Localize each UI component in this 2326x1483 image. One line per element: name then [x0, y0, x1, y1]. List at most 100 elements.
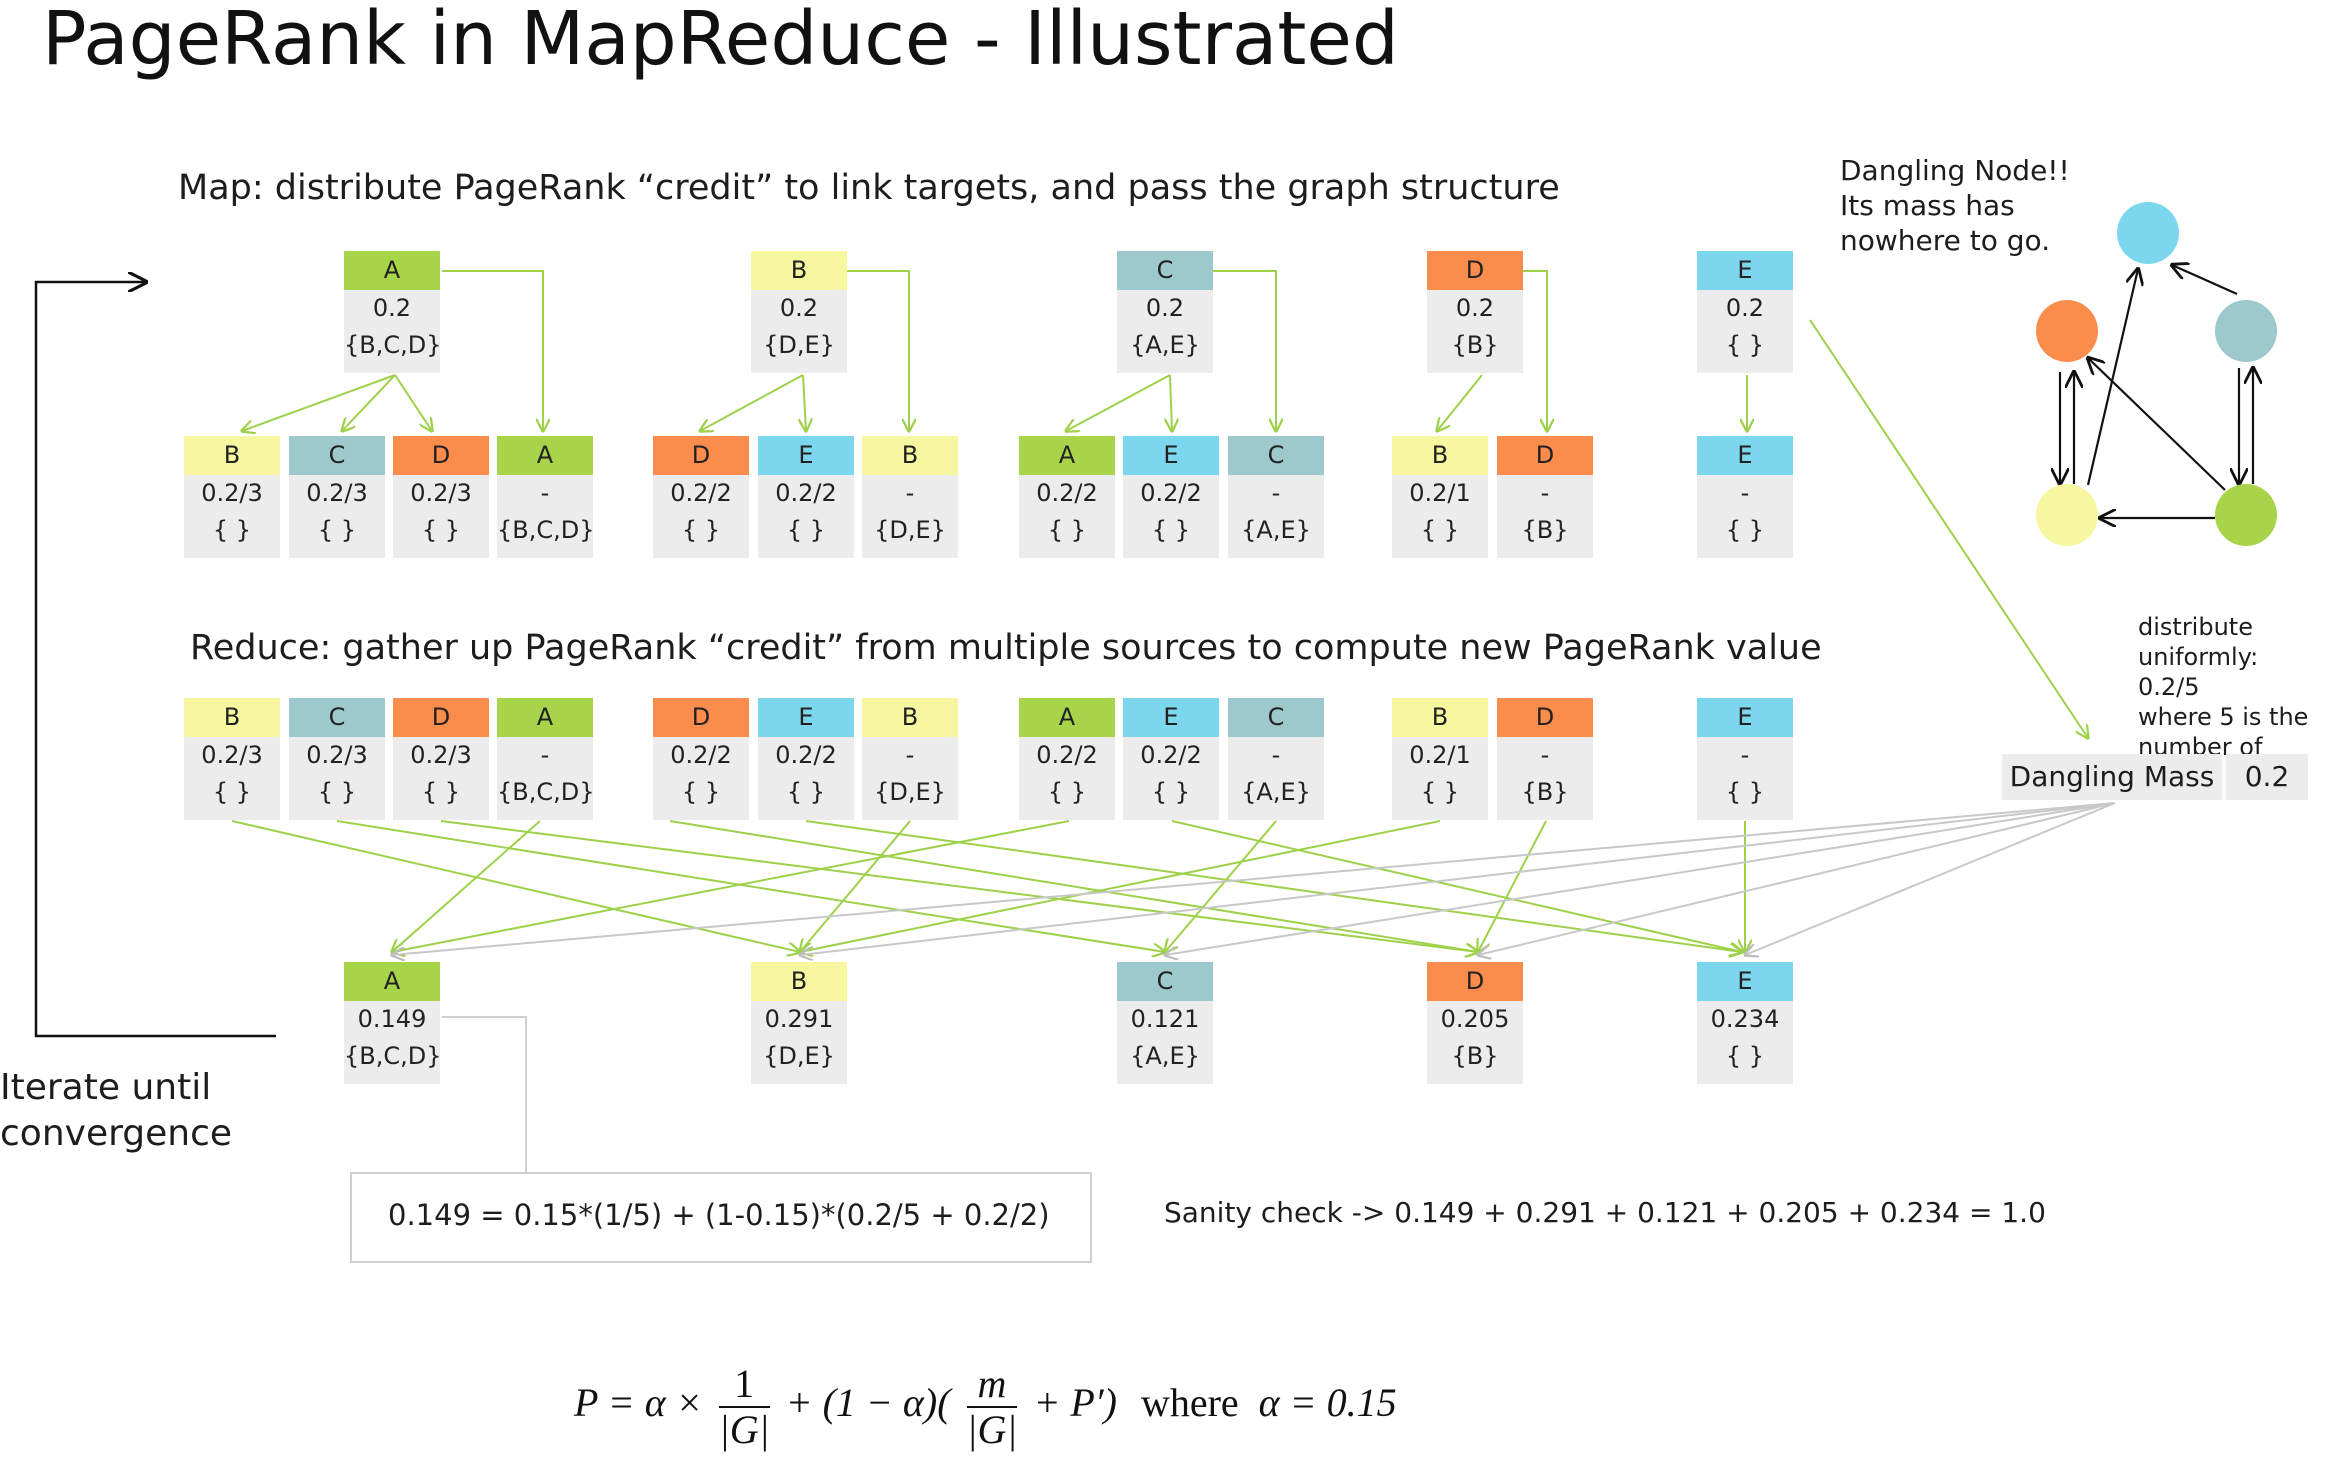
map-output-node: C - {A,E} — [1228, 436, 1324, 558]
node-rank: 0.2/1 — [1409, 479, 1471, 507]
reduce-result-node: E 0.234 { } — [1697, 962, 1793, 1084]
map-output-node: A 0.2/2 { } — [1019, 436, 1115, 558]
node-id: D — [653, 436, 749, 475]
graph-node-d — [2036, 300, 2098, 362]
dangling-node-note: Dangling Node!! Its mass has nowhere to … — [1840, 153, 2070, 258]
map-input-node: A 0.2 {B,C,D} — [344, 251, 442, 373]
map-output-node: E 0.2/2 { } — [758, 436, 854, 558]
node-id: C — [1228, 436, 1324, 475]
map-output-node: B - {D,E} — [862, 436, 958, 558]
node-rank: 0.2 — [1725, 294, 1765, 322]
graph-node-b — [2036, 484, 2098, 546]
note-line: convergence — [0, 1113, 233, 1154]
note-line: uniformly: 0.2/5 — [2138, 643, 2259, 701]
map-output-node: D - {B} — [1497, 436, 1593, 558]
node-adjacency: {B,C,D} — [344, 1042, 442, 1070]
map-output-node: C 0.2/3 { } — [289, 436, 385, 558]
node-adjacency: {B} — [1521, 778, 1569, 806]
node-adjacency: { } — [1725, 331, 1765, 359]
node-id: B — [1392, 436, 1488, 475]
reduce-green-lines — [231, 820, 1745, 952]
node-id: E — [1123, 436, 1219, 475]
node-id: D — [653, 698, 749, 737]
node-adjacency: { } — [681, 516, 721, 544]
reduce-result-node: C 0.121 {A,E} — [1117, 962, 1213, 1084]
note-line: distribute — [2138, 613, 2253, 641]
node-adjacency: {B} — [1451, 1042, 1499, 1070]
node-id: D — [1497, 698, 1593, 737]
formula-lhs: P = α × — [574, 1380, 703, 1426]
node-adjacency: {D,E} — [763, 331, 835, 359]
node-adjacency: {B,C,D} — [497, 778, 595, 806]
node-rank: 0.2/3 — [306, 479, 368, 507]
node-adjacency: { } — [421, 516, 461, 544]
dangling-mass-label: Dangling Mass — [2002, 754, 2222, 800]
note-line: nowhere to go. — [1840, 224, 2051, 257]
node-adjacency: { } — [786, 516, 826, 544]
note-line: where 5 is the — [2138, 703, 2309, 731]
fraction-denominator: |G| — [966, 1407, 1018, 1452]
node-id: C — [1117, 251, 1213, 290]
node-rank: 0.2 — [1145, 294, 1185, 322]
node-id: B — [1392, 698, 1488, 737]
node-rank: - — [1540, 741, 1550, 769]
node-id: B — [184, 436, 280, 475]
node-id: B — [751, 251, 847, 290]
map-output-node: E 0.2/2 { } — [1123, 436, 1219, 558]
node-id: A — [497, 436, 593, 475]
note-line: Dangling Node!! — [1840, 154, 2070, 187]
node-id: C — [289, 436, 385, 475]
formula-tail: + P′) — [1033, 1380, 1117, 1426]
map-input-node: B 0.2 {D,E} — [751, 251, 847, 373]
node-id: B — [184, 698, 280, 737]
node-adjacency: {A,E} — [1241, 778, 1311, 806]
node-rank: - — [540, 479, 550, 507]
reduce-input-node: D 0.2/2 { } — [653, 698, 749, 820]
node-adjacency: {B,C,D} — [344, 331, 442, 359]
node-adjacency: { } — [786, 778, 826, 806]
node-rank: 0.2/3 — [306, 741, 368, 769]
node-id: A — [344, 962, 440, 1001]
node-id: C — [1117, 962, 1213, 1001]
node-id: C — [1228, 698, 1324, 737]
node-rank: - — [905, 741, 915, 769]
node-adjacency: { } — [1725, 778, 1765, 806]
node-id: D — [1427, 962, 1523, 1001]
node-id: C — [289, 698, 385, 737]
graph-nodes — [2036, 202, 2277, 546]
node-id: E — [758, 436, 854, 475]
note-line: Iterate until — [0, 1067, 212, 1108]
map-output-node: E - { } — [1697, 436, 1793, 558]
node-rank: 0.2/1 — [1409, 741, 1471, 769]
node-adjacency: {B,C,D} — [497, 516, 595, 544]
map-output-node: D 0.2/2 { } — [653, 436, 749, 558]
dangling-mass-value: 0.2 — [2226, 754, 2308, 800]
node-adjacency: { } — [1151, 516, 1191, 544]
node-id: D — [393, 698, 489, 737]
map-heading: Map: distribute PageRank “credit” to lin… — [178, 168, 1560, 208]
node-adjacency: { } — [1420, 778, 1460, 806]
graph-node-e — [2117, 202, 2179, 264]
node-id: E — [1697, 698, 1793, 737]
node-adjacency: {A,E} — [1241, 516, 1311, 544]
page-title: PageRank in MapReduce - Illustrated — [42, 0, 1399, 82]
node-adjacency: {A,E} — [1130, 331, 1200, 359]
reduce-input-node: B 0.2/1 { } — [1392, 698, 1488, 820]
node-adjacency: {B} — [1451, 331, 1499, 359]
fraction-m-over-g: m |G| — [966, 1362, 1018, 1452]
node-rank: - — [1271, 741, 1281, 769]
map-output-node: A - {B,C,D} — [497, 436, 595, 558]
node-rank: 0.2/3 — [410, 741, 472, 769]
reduce-input-node: C 0.2/3 { } — [289, 698, 385, 820]
node-rank: 0.149 — [357, 1005, 427, 1033]
node-adjacency: { } — [317, 516, 357, 544]
node-rank: 0.2/2 — [670, 479, 732, 507]
node-adjacency: { } — [1420, 516, 1460, 544]
calc-connector — [442, 1016, 527, 1172]
node-id: E — [1697, 251, 1793, 290]
node-rank: 0.2/2 — [775, 479, 837, 507]
node-adjacency: {D,E} — [763, 1042, 835, 1070]
node-rank: 0.2/2 — [1036, 479, 1098, 507]
node-id: A — [497, 698, 593, 737]
